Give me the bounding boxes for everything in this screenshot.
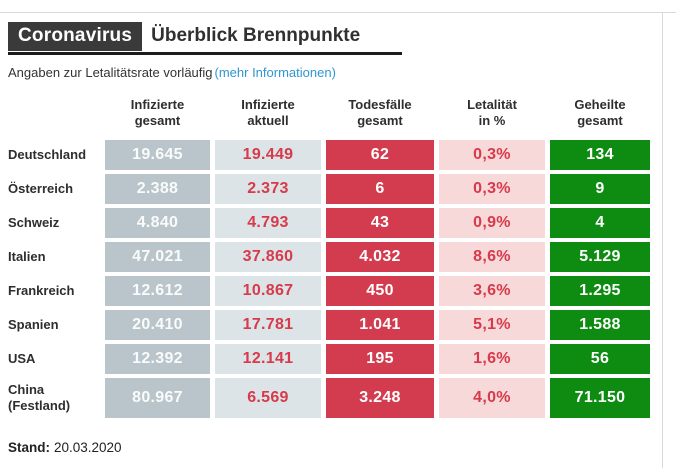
- cell-deaths-total: 62: [326, 140, 434, 170]
- last-updated-date: 20.03.2020: [54, 440, 122, 455]
- content-area: Coronavirus Überblick Brennpunkte Angabe…: [0, 12, 662, 455]
- cell-infected-current: 10.867: [215, 276, 321, 306]
- cell-deaths-total: 1.041: [326, 310, 434, 340]
- cell-infected-total: 47.021: [105, 242, 210, 272]
- title-block: Coronavirus Überblick Brennpunkte: [8, 22, 402, 55]
- column-header-empty: [8, 94, 100, 136]
- row-label: Italien: [8, 248, 46, 264]
- row-label: Schweiz: [8, 214, 60, 230]
- cell-recovered-total: 9: [550, 174, 650, 204]
- row-label: China (Festland): [8, 381, 71, 413]
- cell-recovered-total: 5.129: [550, 242, 650, 272]
- cell-lethality: 0,3%: [439, 140, 545, 170]
- cell-recovered-total: 71.150: [550, 378, 650, 418]
- cell-lethality: 4,0%: [439, 378, 545, 418]
- cell-infected-current: 37.860: [215, 242, 321, 272]
- cell-lethality: 5,1%: [439, 310, 545, 340]
- column-header-infected-total: Infizierte gesamt: [130, 96, 185, 128]
- row-label: Frankreich: [8, 282, 75, 298]
- cell-infected-total: 12.392: [105, 344, 210, 374]
- cell-lethality: 3,6%: [439, 276, 545, 306]
- cell-infected-total: 80.967: [105, 378, 210, 418]
- disclaimer: Angaben zur Letalitätsrate vorläufig (meh…: [8, 65, 662, 80]
- cell-infected-total: 19.645: [105, 140, 210, 170]
- title-underline: [8, 52, 402, 55]
- topic-kicker: Coronavirus: [8, 22, 143, 51]
- cell-lethality: 0,9%: [439, 208, 545, 238]
- row-label: Österreich: [8, 180, 74, 196]
- cell-lethality: 1,6%: [439, 344, 545, 374]
- cell-deaths-total: 3.248: [326, 378, 434, 418]
- column-header-deaths-total: Todesfälle gesamt: [348, 96, 412, 128]
- cell-infected-current: 19.449: [215, 140, 321, 170]
- cell-infected-current: 6.569: [215, 378, 321, 418]
- disclaimer-text: Angaben zur Letalitätsrate vorläufig: [8, 65, 213, 80]
- cell-lethality: 8,6%: [439, 242, 545, 272]
- last-updated: Stand: 20.03.2020: [8, 440, 662, 455]
- cell-infected-current: 12.141: [215, 344, 321, 374]
- cell-deaths-total: 195: [326, 344, 434, 374]
- cell-infected-current: 4.793: [215, 208, 321, 238]
- page-title: Überblick Brennpunkte: [151, 25, 361, 46]
- cell-deaths-total: 43: [326, 208, 434, 238]
- cell-recovered-total: 1.295: [550, 276, 650, 306]
- title-bar: Coronavirus Überblick Brennpunkte: [8, 22, 402, 51]
- last-updated-label: Stand:: [8, 440, 50, 455]
- cell-infected-current: 2.373: [215, 174, 321, 204]
- cell-deaths-total: 450: [326, 276, 434, 306]
- column-header-infected-current: Infizierte aktuell: [241, 96, 295, 128]
- page-border-right: [662, 12, 663, 468]
- row-label: Deutschland: [8, 146, 87, 162]
- cell-infected-total: 12.612: [105, 276, 210, 306]
- cell-deaths-total: 4.032: [326, 242, 434, 272]
- cell-infected-total: 2.388: [105, 174, 210, 204]
- cell-recovered-total: 134: [550, 140, 650, 170]
- cell-recovered-total: 56: [550, 344, 650, 374]
- data-table: Infizierte gesamt Infizierte aktuell Tod…: [8, 94, 662, 418]
- more-info-link[interactable]: (mehr Informationen): [214, 65, 336, 80]
- table-wrap: Infizierte gesamt Infizierte aktuell Tod…: [0, 94, 662, 418]
- cell-lethality: 0,3%: [439, 174, 545, 204]
- column-header-recovered-total: Geheilte gesamt: [574, 96, 626, 128]
- cell-infected-total: 20.410: [105, 310, 210, 340]
- cell-recovered-total: 1.588: [550, 310, 650, 340]
- cell-recovered-total: 4: [550, 208, 650, 238]
- cell-deaths-total: 6: [326, 174, 434, 204]
- row-label: Spanien: [8, 316, 59, 332]
- row-label: USA: [8, 350, 36, 366]
- page-border-top: [0, 12, 676, 13]
- column-header-lethality: Letalität in %: [467, 96, 517, 128]
- cell-infected-total: 4.840: [105, 208, 210, 238]
- cell-infected-current: 17.781: [215, 310, 321, 340]
